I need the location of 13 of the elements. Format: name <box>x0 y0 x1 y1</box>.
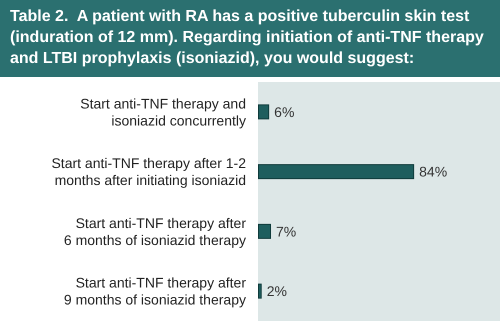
y-tick-label: Start anti-TNF therapy after 6 months of isoniazid therapy <box>64 214 246 248</box>
y-tick-label: Start anti-TNF therapy after 1-2 months after initiating isoniazid <box>51 155 246 188</box>
bar <box>258 104 270 120</box>
data-label: 2% <box>266 283 287 300</box>
data-label: 6% <box>274 104 294 120</box>
data-label: 7% <box>276 223 296 240</box>
y-tick-label: Start anti-TNF therapy and isoniazid concurrently <box>80 95 246 128</box>
y-tick-label: Start anti-TNF therapy after 9 months of isoniazid therapy <box>64 274 246 308</box>
bar <box>258 224 272 239</box>
chart-title: Table 2. A patient with RA has a positive tuberculin skin test (induration of 12 mm). Regarding initiation of anti-TNF therapy and LTBI prophylaxis (isoniazid), you would suggest: <box>10 8 488 67</box>
bar <box>258 284 262 299</box>
bar <box>258 164 414 180</box>
data-label: 84% <box>419 164 448 180</box>
